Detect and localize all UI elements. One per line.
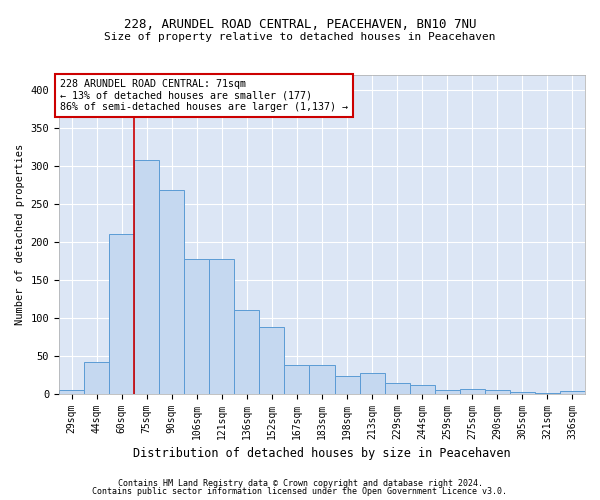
Bar [510, 392, 535, 394]
Bar [209, 258, 235, 394]
Bar [134, 160, 159, 394]
Bar [385, 383, 410, 394]
Bar [235, 310, 259, 394]
Bar [59, 390, 84, 394]
Text: 228, ARUNDEL ROAD CENTRAL, PEACEHAVEN, BN10 7NU: 228, ARUNDEL ROAD CENTRAL, PEACEHAVEN, B… [124, 18, 476, 30]
Text: Contains HM Land Registry data © Crown copyright and database right 2024.: Contains HM Land Registry data © Crown c… [118, 478, 482, 488]
Bar [359, 373, 385, 394]
Bar [435, 390, 460, 394]
Bar [335, 376, 359, 394]
Bar [485, 390, 510, 394]
Bar [184, 258, 209, 394]
Bar [310, 365, 335, 394]
Bar [460, 389, 485, 394]
Bar [259, 327, 284, 394]
Text: Size of property relative to detached houses in Peacehaven: Size of property relative to detached ho… [104, 32, 496, 42]
Y-axis label: Number of detached properties: Number of detached properties [15, 144, 25, 325]
Bar [84, 362, 109, 394]
Bar [410, 386, 435, 394]
X-axis label: Distribution of detached houses by size in Peacehaven: Distribution of detached houses by size … [133, 447, 511, 460]
Bar [284, 365, 310, 394]
Text: Contains public sector information licensed under the Open Government Licence v3: Contains public sector information licen… [92, 487, 508, 496]
Bar [560, 392, 585, 394]
Bar [159, 190, 184, 394]
Bar [535, 393, 560, 394]
Bar [109, 234, 134, 394]
Text: 228 ARUNDEL ROAD CENTRAL: 71sqm
← 13% of detached houses are smaller (177)
86% o: 228 ARUNDEL ROAD CENTRAL: 71sqm ← 13% of… [60, 79, 348, 112]
